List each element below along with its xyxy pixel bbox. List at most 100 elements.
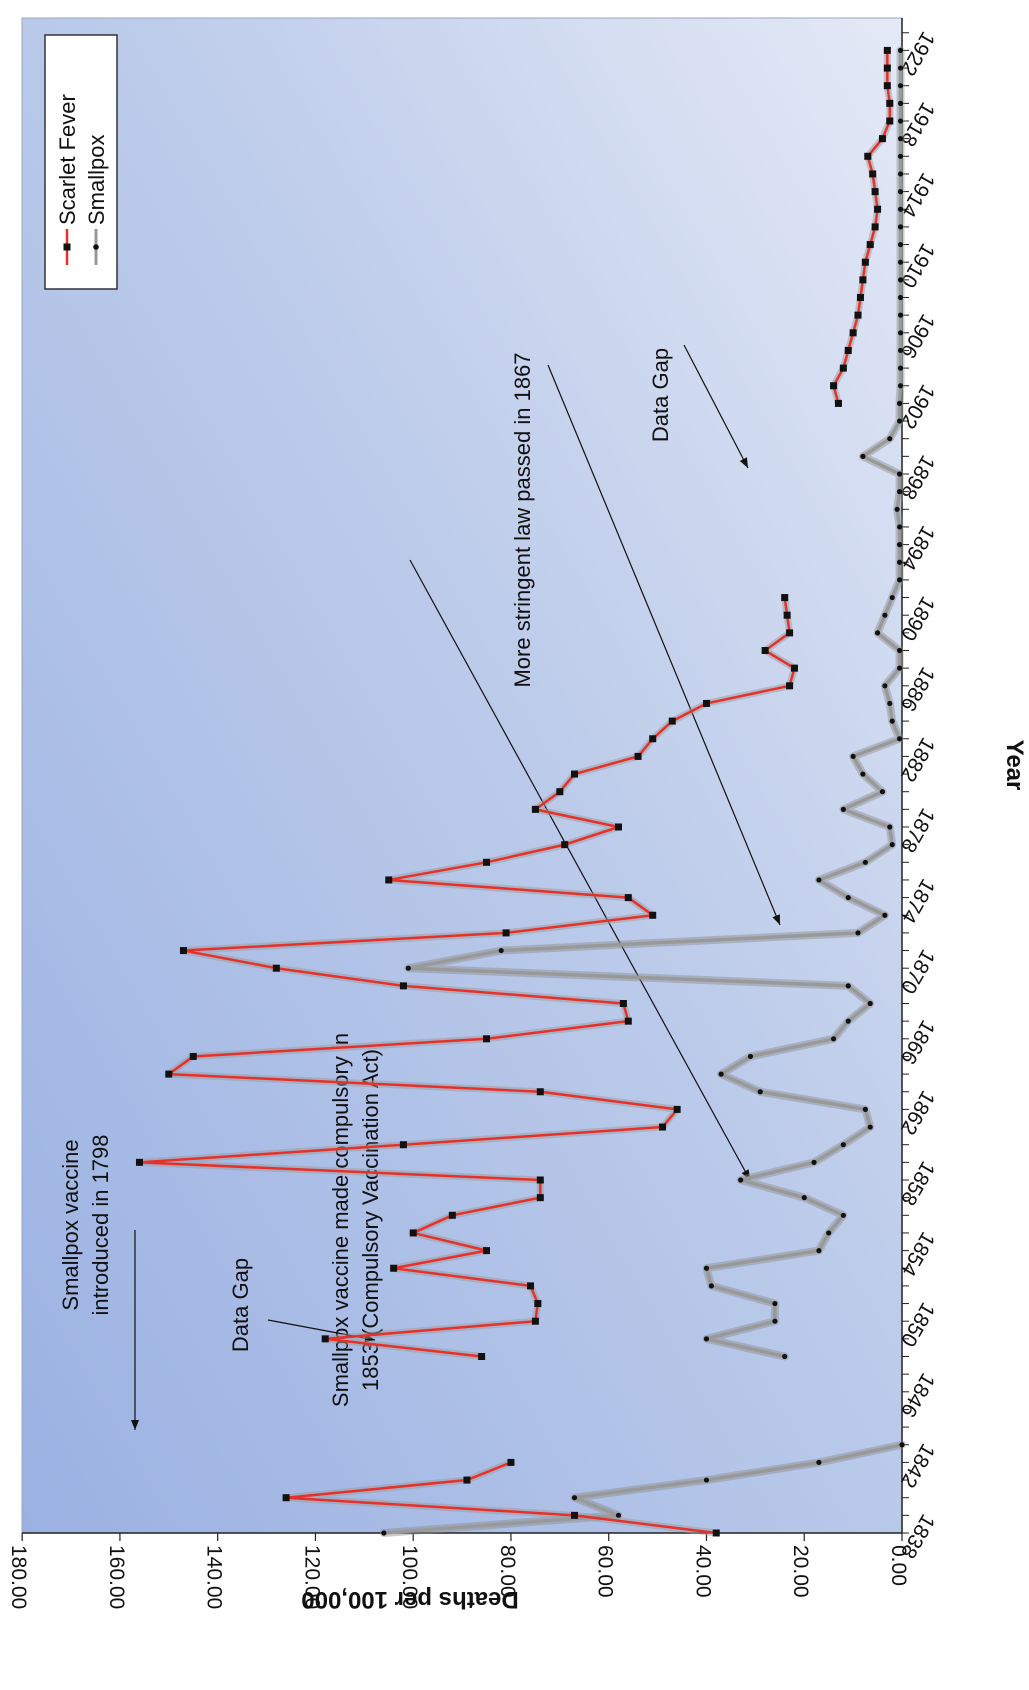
point-smallpox [897, 118, 904, 124]
y-tick-label: 20.00 [789, 1545, 812, 1598]
point-scarlet-fever [634, 752, 642, 760]
point-smallpox [897, 241, 904, 248]
point-smallpox [615, 1512, 622, 1518]
point-scarlet-fever [531, 805, 539, 813]
point-smallpox [874, 630, 881, 636]
point-smallpox [782, 1353, 788, 1360]
point-scarlet-fever [883, 64, 891, 72]
annotation-text: Data Gap [228, 1258, 253, 1352]
point-scarlet-fever [399, 982, 407, 990]
point-smallpox [889, 718, 895, 724]
annotation-arrow [409, 559, 751, 1181]
point-smallpox [882, 683, 888, 689]
point-smallpox [897, 65, 904, 71]
point-scarlet-fever [874, 205, 882, 213]
point-smallpox [718, 1071, 724, 1077]
point-smallpox [889, 594, 895, 601]
series-layer [135, 46, 906, 1537]
legend: Scarlet Fever Smallpox [44, 34, 118, 290]
point-scarlet-fever [834, 399, 842, 407]
y-tick-label: 100.00 [398, 1545, 421, 1609]
y-tick-label: 140.00 [203, 1545, 226, 1609]
point-scarlet-fever [866, 241, 874, 249]
point-smallpox [896, 471, 903, 477]
point-smallpox [747, 1053, 754, 1060]
point-scarlet-fever [619, 1000, 627, 1007]
point-scarlet-fever [614, 823, 622, 831]
point-smallpox [498, 947, 504, 954]
point-scarlet-fever [712, 1529, 720, 1537]
point-scarlet-fever [786, 629, 794, 637]
point-smallpox [896, 559, 903, 565]
point-scarlet-fever [165, 1070, 173, 1078]
legend-marker-smallpox [93, 244, 99, 250]
y-axis-title: Deaths per 100,000 [301, 1586, 518, 1613]
point-scarlet-fever [658, 1123, 666, 1131]
point-scarlet-fever [649, 911, 657, 919]
point-scarlet-fever [135, 1158, 143, 1166]
point-scarlet-fever [869, 170, 877, 178]
point-scarlet-fever [861, 258, 869, 266]
annotation-text: Smallpox vaccine [58, 1139, 83, 1310]
point-scarlet-fever [463, 1476, 471, 1484]
point-smallpox [772, 1300, 778, 1307]
annotation-text: More stringent law passed in 1867 [510, 352, 535, 687]
point-scarlet-fever [571, 770, 579, 778]
point-smallpox [840, 1142, 846, 1148]
annotation-arrowhead [772, 914, 780, 925]
annotation-arrowhead [131, 1420, 139, 1430]
point-smallpox [897, 294, 904, 301]
point-scarlet-fever [534, 1300, 542, 1308]
legend-box [44, 34, 118, 290]
point-smallpox [801, 1195, 807, 1201]
y-tick-label: 0.00 [887, 1545, 910, 1586]
point-smallpox [840, 1212, 846, 1218]
point-scarlet-fever [830, 382, 838, 390]
point-smallpox [811, 1159, 817, 1165]
y-tick-label: 80.00 [496, 1545, 519, 1598]
point-scarlet-fever [783, 611, 791, 619]
point-scarlet-fever [702, 699, 710, 707]
point-smallpox [894, 506, 900, 512]
point-scarlet-fever [849, 329, 857, 337]
point-smallpox [882, 912, 888, 918]
point-scarlet-fever [556, 788, 564, 796]
point-smallpox [757, 1089, 763, 1095]
point-smallpox [867, 1124, 873, 1130]
point-scarlet-fever [668, 717, 676, 725]
point-scarlet-fever [385, 876, 393, 884]
point-scarlet-fever [839, 364, 847, 372]
point-scarlet-fever [272, 964, 280, 972]
point-smallpox [708, 1283, 714, 1289]
y-tick-label: 160.00 [105, 1545, 128, 1609]
point-scarlet-fever [856, 294, 864, 301]
point-smallpox [845, 983, 851, 989]
point-smallpox [896, 647, 903, 654]
point-scarlet-fever [409, 1229, 417, 1237]
point-smallpox [896, 489, 903, 495]
annotation-text: Smallpox vaccine made compulsory in [328, 1033, 353, 1407]
point-smallpox [897, 224, 904, 230]
point-smallpox [887, 436, 893, 442]
point-scarlet-fever [871, 188, 879, 196]
series-scarlet-fever [135, 46, 894, 1537]
point-scarlet-fever [649, 735, 657, 743]
point-scarlet-fever [399, 1141, 407, 1149]
point-scarlet-fever [507, 1458, 515, 1466]
point-smallpox [897, 100, 904, 106]
y-tick-label: 120.00 [300, 1545, 323, 1609]
point-smallpox [897, 171, 904, 177]
point-scarlet-fever [886, 99, 894, 107]
legend-marker-scarlet-fever [63, 243, 71, 251]
point-smallpox [897, 47, 904, 54]
point-smallpox [816, 877, 822, 883]
point-smallpox [772, 1318, 778, 1324]
point-smallpox [897, 189, 904, 195]
point-scarlet-fever [561, 841, 569, 849]
point-scarlet-fever [886, 117, 894, 125]
point-smallpox [889, 842, 895, 848]
point-smallpox [862, 859, 868, 865]
point-scarlet-fever [531, 1317, 539, 1325]
